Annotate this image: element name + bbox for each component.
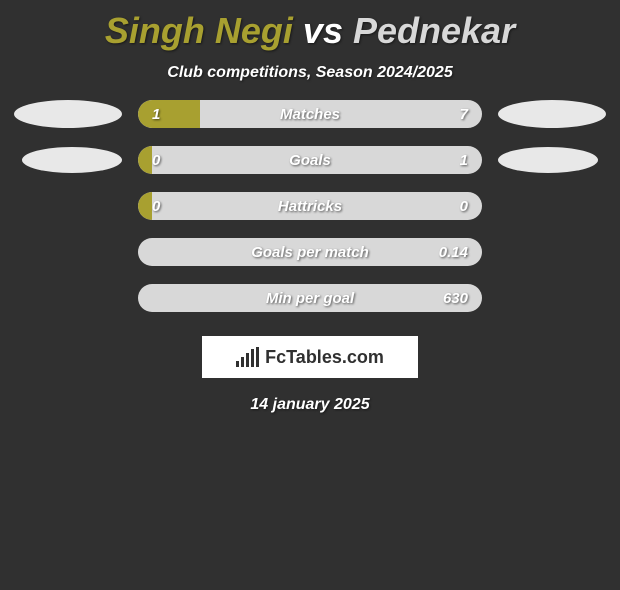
stat-label: Min per goal	[138, 284, 482, 312]
stat-value-right: 7	[460, 100, 468, 128]
stat-bar: 0Goals1	[138, 146, 482, 174]
team-logo-left	[22, 147, 122, 173]
stat-label: Hattricks	[138, 192, 482, 220]
stat-value-right: 0.14	[439, 238, 468, 266]
vs-text: vs	[303, 10, 343, 51]
team-logo-left	[14, 100, 122, 128]
stat-row: 0Goals1	[0, 146, 620, 174]
stats-container: 1Matches70Goals10Hattricks0Goals per mat…	[0, 100, 620, 312]
stat-value-right: 1	[460, 146, 468, 174]
stat-bar: Goals per match0.14	[138, 238, 482, 266]
player1-name: Singh Negi	[105, 10, 293, 51]
team-logo-right	[498, 100, 606, 128]
team-logo-right	[498, 147, 598, 173]
stat-row: 0Hattricks0	[0, 192, 620, 220]
stat-row: 1Matches7	[0, 100, 620, 128]
player2-name: Pednekar	[353, 10, 515, 51]
stat-row: Min per goal630	[0, 284, 620, 312]
stat-row: Goals per match0.14	[0, 238, 620, 266]
stat-bar: 0Hattricks0	[138, 192, 482, 220]
stat-label: Matches	[138, 100, 482, 128]
brand-name: FcTables.com	[265, 347, 384, 368]
date-label: 14 january 2025	[0, 396, 620, 414]
stat-bar: Min per goal630	[138, 284, 482, 312]
subtitle: Club competitions, Season 2024/2025	[0, 64, 620, 82]
stat-value-right: 630	[443, 284, 468, 312]
bar-chart-icon	[236, 347, 259, 367]
stat-label: Goals per match	[138, 238, 482, 266]
stat-value-right: 0	[460, 192, 468, 220]
brand-logo[interactable]: FcTables.com	[202, 336, 418, 378]
comparison-title: Singh Negi vs Pednekar	[0, 10, 620, 52]
stat-bar: 1Matches7	[138, 100, 482, 128]
stat-label: Goals	[138, 146, 482, 174]
